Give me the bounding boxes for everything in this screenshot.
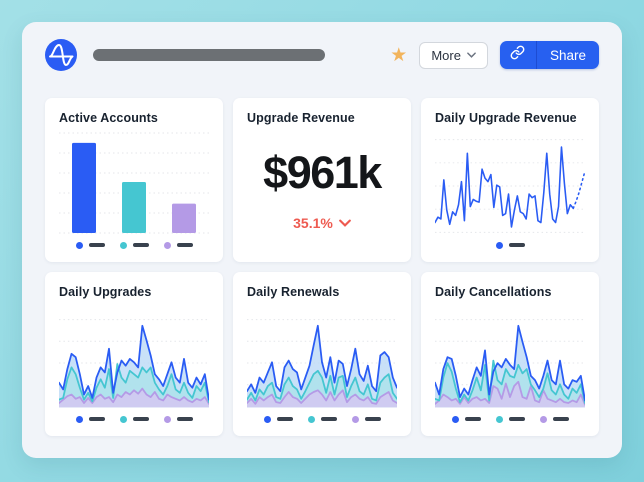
legend-series-dot <box>351 415 359 423</box>
daily-upgrade-revenue-line-chart[interactable] <box>435 131 585 234</box>
card-upgrade-revenue: Upgrade Revenue $961k 35.1% <box>233 98 411 262</box>
card-daily-renewals: Daily Renewals <box>233 272 411 436</box>
legend-label-placeholder <box>320 417 337 421</box>
legend-series-dot <box>495 415 503 423</box>
chart-legend <box>59 238 209 252</box>
legend-item[interactable] <box>75 415 105 423</box>
header-actions: ★ More <box>390 41 599 69</box>
share-button-divider <box>535 41 537 69</box>
daily-upgrades-area-chart[interactable] <box>59 305 209 408</box>
card-title: Daily Upgrades <box>59 285 152 299</box>
more-button[interactable]: More <box>419 41 488 69</box>
legend-item[interactable] <box>119 241 149 249</box>
legend-series-dot <box>307 415 315 423</box>
card-title: Upgrade Revenue <box>247 111 355 125</box>
legend-series-dot <box>539 415 547 423</box>
legend-label-placeholder <box>364 417 381 421</box>
legend-item[interactable] <box>495 241 525 249</box>
share-button-label: Share <box>549 47 586 63</box>
legend-series-dot <box>75 415 83 423</box>
header: ★ More <box>45 38 599 72</box>
legend-item[interactable] <box>119 415 149 423</box>
legend-label-placeholder <box>88 417 105 421</box>
legend-label-placeholder <box>276 417 293 421</box>
chart-legend <box>59 412 209 426</box>
share-button-group: Share <box>499 41 599 69</box>
favorite-star-icon[interactable]: ★ <box>390 44 408 66</box>
legend-series-dot <box>119 241 127 249</box>
legend-item[interactable] <box>163 415 193 423</box>
card-title: Daily Cancellations <box>435 285 552 299</box>
legend-item[interactable] <box>163 241 193 249</box>
legend-label-placeholder <box>464 417 481 421</box>
legend-label-placeholder <box>508 243 525 247</box>
legend-series-dot <box>451 415 459 423</box>
chart-legend <box>247 412 397 426</box>
metric-delta-value: 35.1% <box>293 214 333 231</box>
legend-series-dot <box>495 241 503 249</box>
card-title: Daily Upgrade Revenue <box>435 111 577 125</box>
legend-label-placeholder <box>176 417 193 421</box>
share-button[interactable]: Share <box>537 41 599 69</box>
card-grid: Active Accounts Upgrade Revenue $961k 35… <box>45 98 599 436</box>
legend-item[interactable] <box>75 241 105 249</box>
active-accounts-bar-chart[interactable] <box>59 131 209 234</box>
report-title-placeholder <box>93 49 325 61</box>
legend-series-dot <box>75 241 83 249</box>
daily-cancellations-area-chart[interactable] <box>435 305 585 408</box>
card-daily-upgrade-revenue: Daily Upgrade Revenue <box>421 98 599 262</box>
legend-label-placeholder <box>176 243 193 247</box>
legend-series-dot <box>119 415 127 423</box>
legend-item[interactable] <box>307 415 337 423</box>
legend-series-dot <box>163 241 171 249</box>
chevron-down-icon <box>338 219 351 227</box>
amplitude-logo[interactable] <box>45 39 77 71</box>
card-daily-cancellations: Daily Cancellations <box>421 272 599 436</box>
card-title: Active Accounts <box>59 111 158 125</box>
card-active-accounts: Active Accounts <box>45 98 223 262</box>
daily-renewals-area-chart[interactable] <box>247 305 397 408</box>
legend-label-placeholder <box>552 417 569 421</box>
link-icon <box>510 45 525 65</box>
legend-label-placeholder <box>508 417 525 421</box>
chart-legend <box>435 412 585 426</box>
metric-delta[interactable]: 35.1% <box>293 215 351 231</box>
copy-link-button[interactable] <box>500 41 536 69</box>
more-button-label: More <box>431 47 461 63</box>
legend-label-placeholder <box>88 243 105 247</box>
legend-series-dot <box>163 415 171 423</box>
chevron-down-icon <box>467 52 476 58</box>
legend-item[interactable] <box>539 415 569 423</box>
legend-item[interactable] <box>495 415 525 423</box>
metric-value: $961k <box>263 146 382 198</box>
legend-label-placeholder <box>132 417 149 421</box>
legend-label-placeholder <box>132 243 149 247</box>
metric-wrap: $961k 35.1% <box>247 125 397 252</box>
legend-item[interactable] <box>351 415 381 423</box>
legend-item[interactable] <box>263 415 293 423</box>
card-title: Daily Renewals <box>247 285 340 299</box>
chart-legend <box>435 238 585 252</box>
card-daily-upgrades: Daily Upgrades <box>45 272 223 436</box>
legend-series-dot <box>263 415 271 423</box>
dashboard-panel: ★ More <box>22 22 622 458</box>
legend-item[interactable] <box>451 415 481 423</box>
